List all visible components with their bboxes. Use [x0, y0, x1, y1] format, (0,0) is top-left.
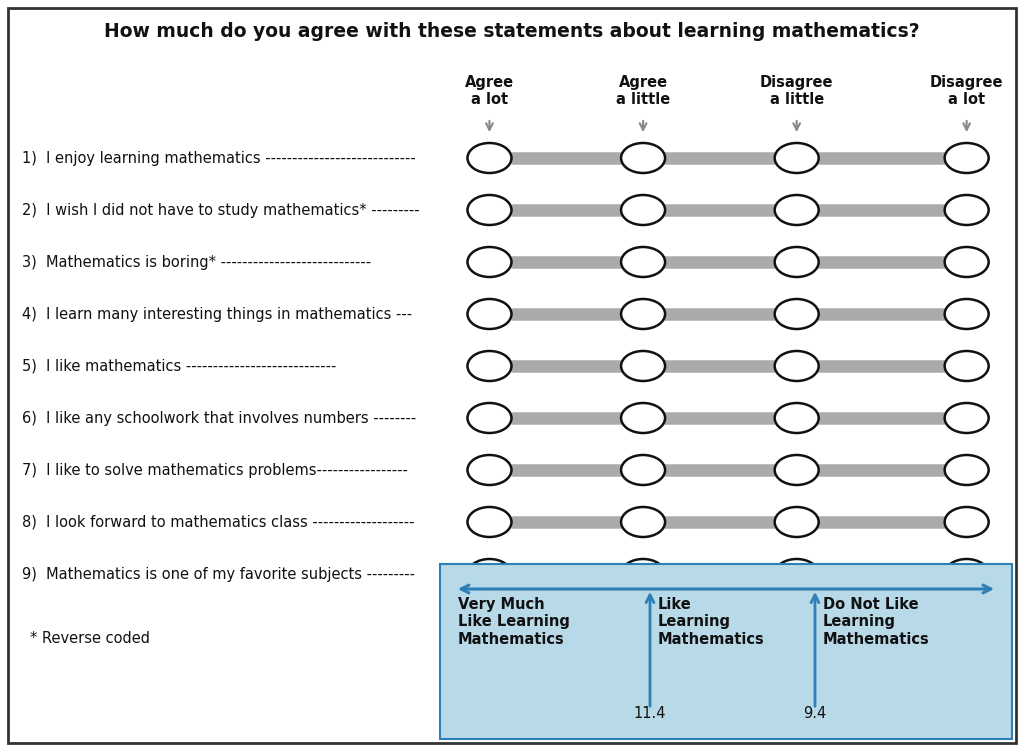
Text: 9.4: 9.4	[804, 706, 826, 721]
Ellipse shape	[622, 299, 665, 329]
Text: Like
Learning
Mathematics: Like Learning Mathematics	[658, 597, 765, 647]
Text: 2)  I wish I did not have to study mathematics* ---------: 2) I wish I did not have to study mathem…	[22, 203, 420, 218]
Text: 4)  I learn many interesting things in mathematics ---: 4) I learn many interesting things in ma…	[22, 306, 412, 321]
Ellipse shape	[622, 403, 665, 433]
Text: Agree
a little: Agree a little	[616, 75, 670, 107]
Ellipse shape	[468, 299, 511, 329]
Ellipse shape	[775, 559, 818, 589]
Ellipse shape	[468, 559, 511, 589]
Ellipse shape	[468, 247, 511, 277]
Ellipse shape	[775, 455, 818, 485]
Text: 1)  I enjoy learning mathematics ----------------------------: 1) I enjoy learning mathematics --------…	[22, 150, 416, 165]
Ellipse shape	[775, 403, 818, 433]
Ellipse shape	[622, 351, 665, 381]
Text: 5)  I like mathematics ----------------------------: 5) I like mathematics ------------------…	[22, 358, 336, 373]
Text: How much do you agree with these statements about learning mathematics?: How much do you agree with these stateme…	[104, 22, 920, 41]
Ellipse shape	[945, 247, 988, 277]
Ellipse shape	[468, 507, 511, 537]
Ellipse shape	[945, 143, 988, 173]
Text: Disagree
a lot: Disagree a lot	[930, 75, 1004, 107]
Ellipse shape	[945, 559, 988, 589]
Ellipse shape	[622, 195, 665, 225]
Text: 3)  Mathematics is boring* ----------------------------: 3) Mathematics is boring* --------------…	[22, 255, 371, 270]
Ellipse shape	[775, 195, 818, 225]
Ellipse shape	[468, 455, 511, 485]
Ellipse shape	[468, 195, 511, 225]
Text: * Reverse coded: * Reverse coded	[30, 631, 150, 646]
Ellipse shape	[775, 351, 818, 381]
Ellipse shape	[468, 351, 511, 381]
Ellipse shape	[945, 507, 988, 537]
Ellipse shape	[622, 559, 665, 589]
Text: 9)  Mathematics is one of my favorite subjects ---------: 9) Mathematics is one of my favorite sub…	[22, 566, 415, 581]
Text: Do Not Like
Learning
Mathematics: Do Not Like Learning Mathematics	[823, 597, 930, 647]
Text: Disagree
a little: Disagree a little	[760, 75, 834, 107]
Ellipse shape	[945, 299, 988, 329]
Text: 6)  I like any schoolwork that involves numbers --------: 6) I like any schoolwork that involves n…	[22, 411, 416, 426]
Ellipse shape	[945, 195, 988, 225]
Ellipse shape	[945, 403, 988, 433]
Text: 7)  I like to solve mathematics problems-----------------: 7) I like to solve mathematics problems-…	[22, 463, 408, 478]
Text: Very Much
Like Learning
Mathematics: Very Much Like Learning Mathematics	[458, 597, 570, 647]
Ellipse shape	[468, 143, 511, 173]
Ellipse shape	[622, 507, 665, 537]
Ellipse shape	[775, 299, 818, 329]
Ellipse shape	[775, 143, 818, 173]
Ellipse shape	[775, 247, 818, 277]
Text: 11.4: 11.4	[634, 706, 667, 721]
Ellipse shape	[622, 455, 665, 485]
Ellipse shape	[468, 403, 511, 433]
Ellipse shape	[622, 247, 665, 277]
Text: Agree
a lot: Agree a lot	[465, 75, 514, 107]
Ellipse shape	[622, 143, 665, 173]
Ellipse shape	[775, 507, 818, 537]
Bar	[440, 564, 1012, 739]
Ellipse shape	[945, 455, 988, 485]
Text: 8)  I look forward to mathematics class -------------------: 8) I look forward to mathematics class -…	[22, 514, 415, 529]
Ellipse shape	[945, 351, 988, 381]
